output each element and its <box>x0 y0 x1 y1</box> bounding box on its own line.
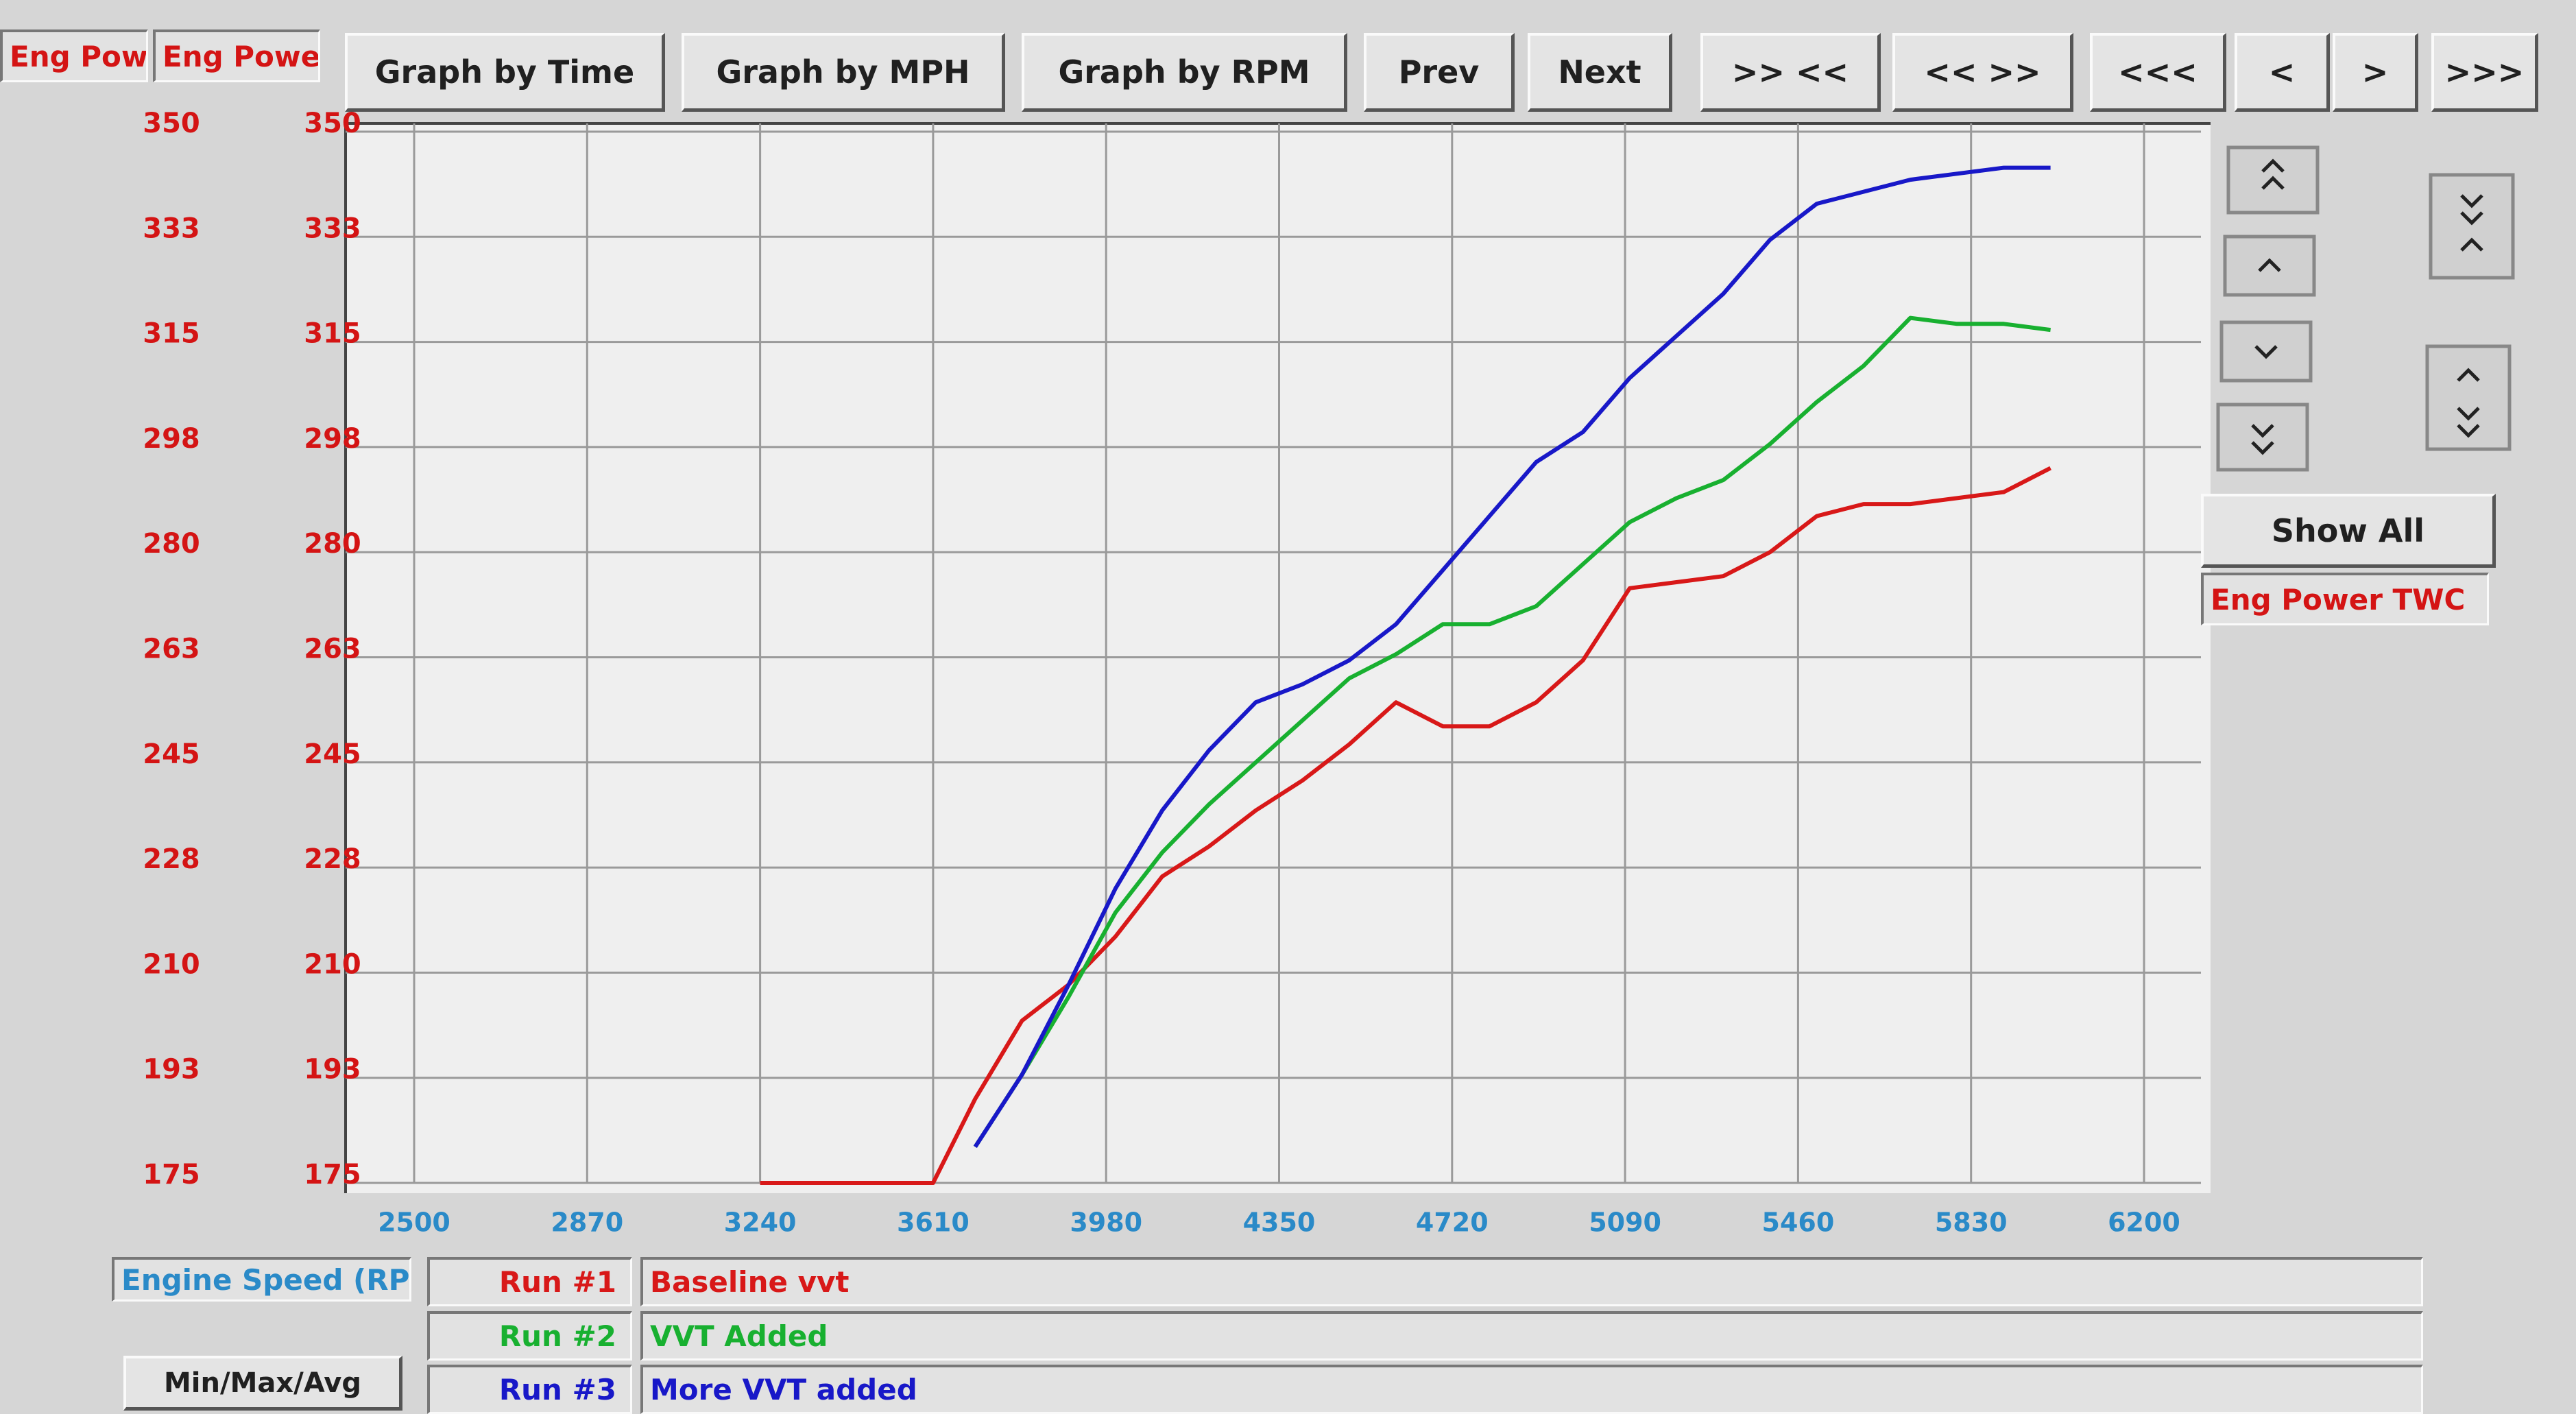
y-tick-label: 350 <box>304 108 361 139</box>
y-axis-header: Eng Power TWC <box>0 29 148 82</box>
y-axis-header: Eng Power TWC <box>153 29 320 82</box>
y-tick-label: 210 <box>143 948 200 980</box>
toolbar-button[interactable]: << >> <box>1892 33 2073 112</box>
x-tick-label: 5830 <box>1935 1208 2008 1238</box>
x-tick-label: 2870 <box>551 1208 623 1238</box>
y-tick-label: 263 <box>143 634 200 665</box>
legend-entry: More VVT added <box>640 1365 2423 1414</box>
icon <box>2258 258 2281 272</box>
icon <box>2251 441 2274 455</box>
icon <box>2261 158 2285 173</box>
x-tick-label: 4350 <box>1243 1208 1316 1238</box>
toolbar-button[interactable]: Graph by Time <box>345 33 665 112</box>
y-tick-label: 298 <box>304 423 361 455</box>
scroll-down[interactable] <box>2219 320 2313 383</box>
zoom-in[interactable] <box>2429 173 2515 280</box>
y-tick-label: 280 <box>143 528 200 560</box>
toolbar-button[interactable]: Graph by MPH <box>682 33 1005 112</box>
y-tick-label: 333 <box>304 213 361 244</box>
x-tick-label: 6200 <box>2108 1208 2180 1238</box>
y-tick-label: 263 <box>304 634 361 665</box>
show-all-button[interactable]: Show All <box>2201 494 2496 568</box>
toolbar-button[interactable]: >>> <box>2431 33 2538 112</box>
toolbar-button[interactable]: Graph by RPM <box>1022 33 1347 112</box>
y-tick-label: 333 <box>143 213 200 244</box>
y-tick-label: 193 <box>143 1054 200 1086</box>
channel-label: Eng Power TWC <box>2201 573 2489 625</box>
y-tick-label: 228 <box>143 843 200 875</box>
icon <box>2457 407 2480 421</box>
y-tick-label: 298 <box>143 423 200 455</box>
x-tick-label: 2500 <box>378 1208 450 1238</box>
y-tick-label: 315 <box>143 318 200 350</box>
series-line <box>760 466 2051 1185</box>
y-tick-label: 350 <box>143 108 200 139</box>
y-tick-label: 245 <box>143 739 200 770</box>
x-tick-label: 4720 <box>1416 1208 1489 1238</box>
icon <box>2460 194 2483 208</box>
series-line <box>973 165 2051 1149</box>
zoom-out[interactable] <box>2425 344 2512 451</box>
x-tick-label: 5090 <box>1589 1208 1661 1238</box>
min-max-avg-button[interactable]: Min/Max/Avg <box>123 1356 402 1411</box>
toolbar-button[interactable]: >> << <box>1700 33 1881 112</box>
toolbar-button[interactable]: < <box>2235 33 2330 112</box>
y-tick-label: 175 <box>143 1159 200 1190</box>
scroll-buttons[interactable] <box>2216 145 2515 472</box>
series-line <box>973 315 2051 1149</box>
toolbar-button[interactable]: > <box>2333 33 2418 112</box>
x-tick-label: 3980 <box>1070 1208 1142 1238</box>
x-tick-label: 3610 <box>897 1208 970 1238</box>
icon <box>2251 424 2274 438</box>
icon <box>2460 211 2483 226</box>
toolbar-button[interactable]: Next <box>1528 33 1672 112</box>
x-tick-label: 5460 <box>1762 1208 1835 1238</box>
icon <box>2460 237 2483 252</box>
icon <box>2261 176 2285 190</box>
legend-entry: VVT Added <box>640 1311 2423 1361</box>
scroll-up[interactable] <box>2223 235 2316 297</box>
y-tick-label: 280 <box>304 528 361 560</box>
icon <box>2457 424 2480 438</box>
icon <box>2457 368 2480 382</box>
x-channel-label: Engine Speed (RPM) <box>112 1257 411 1302</box>
legend-entry: Baseline vvt <box>640 1257 2423 1306</box>
x-tick-label: 3240 <box>724 1208 797 1238</box>
icon <box>2254 345 2278 359</box>
y-tick-label: 175 <box>304 1159 361 1190</box>
toolbar-button[interactable]: <<< <box>2090 33 2226 112</box>
run-label: Run #3 <box>427 1365 632 1414</box>
y-tick-label: 315 <box>304 318 361 350</box>
toolbar-button[interactable]: Prev <box>1364 33 1515 112</box>
run-label: Run #1 <box>427 1257 632 1306</box>
y-tick-label: 245 <box>304 739 361 770</box>
y-tick-label: 193 <box>304 1054 361 1086</box>
y-tick-label: 228 <box>304 843 361 875</box>
run-label: Run #2 <box>427 1311 632 1361</box>
y-tick-label: 210 <box>304 948 361 980</box>
